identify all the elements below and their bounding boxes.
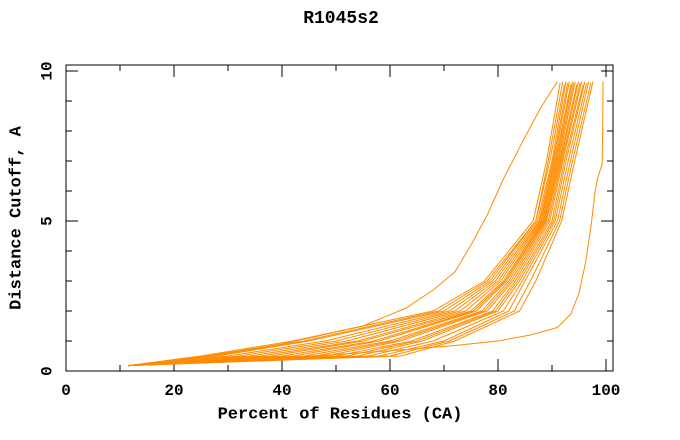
model-curve xyxy=(128,84,565,367)
model-curve xyxy=(128,81,604,367)
model-curve xyxy=(128,82,561,367)
model-curve xyxy=(128,84,584,367)
x-axis-label: Percent of Residues (CA) xyxy=(217,405,463,425)
y-tick-label: 10 xyxy=(39,61,57,80)
x-tick-label: 60 xyxy=(380,382,399,400)
x-tick-label: 20 xyxy=(164,382,183,400)
y-tick-label: 5 xyxy=(39,216,57,226)
model-curve xyxy=(128,81,564,367)
y-tick-label: 0 xyxy=(39,366,57,376)
x-tick-label: 40 xyxy=(272,382,291,400)
x-tick-label: 80 xyxy=(488,382,507,400)
model-curve xyxy=(128,81,583,367)
model-curve xyxy=(128,82,575,367)
model-curve xyxy=(128,81,586,367)
chart-title: R1045s2 xyxy=(303,9,379,29)
x-tick-label: 100 xyxy=(592,382,621,400)
model-curve xyxy=(128,81,567,367)
model-curve xyxy=(128,81,590,367)
plot-frame xyxy=(65,64,614,372)
model-curve xyxy=(128,81,579,367)
model-curve xyxy=(128,81,558,367)
model-curve xyxy=(128,82,569,367)
model-curve xyxy=(128,81,594,367)
model-curve xyxy=(128,82,592,367)
model-curve xyxy=(128,81,576,367)
model-curve xyxy=(128,84,572,367)
model-curve xyxy=(128,81,570,367)
model-curve xyxy=(128,82,581,367)
model-curve xyxy=(128,81,573,367)
model-curve xyxy=(128,84,578,367)
x-tick-label: 0 xyxy=(61,382,71,400)
model-curve xyxy=(128,82,588,367)
